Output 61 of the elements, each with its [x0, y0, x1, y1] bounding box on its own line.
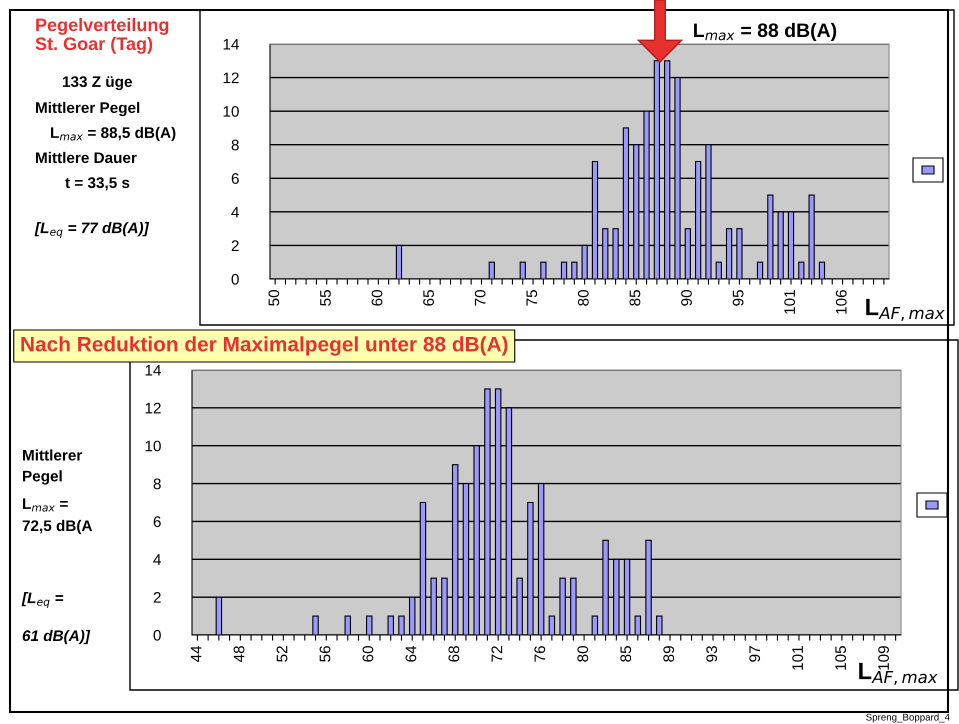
- x-tick-label: 48: [234, 646, 244, 662]
- x-tick-label: 75: [526, 290, 538, 306]
- x-tick-label: 50: [268, 290, 280, 306]
- text: L$_{max}$ =: [23, 498, 68, 512]
- y-tick-label: 0: [154, 630, 161, 641]
- y-tick-label: 6: [232, 173, 239, 184]
- text: 72,5 dB(A: [22, 520, 92, 534]
- x-tick-label: 90: [681, 290, 692, 306]
- x-tick-label: 64: [406, 646, 416, 662]
- x-tick-label: 95: [732, 290, 744, 306]
- x-tick-label: 44: [190, 646, 202, 662]
- x-tick-label: 85: [630, 290, 640, 306]
- x-tick-label: 85: [620, 646, 632, 662]
- y-tick-label: 14: [224, 39, 239, 50]
- x-tick-label: 93: [706, 646, 718, 662]
- x-tick-label: 55: [320, 290, 331, 306]
- text: t = 33,5 s: [65, 177, 130, 190]
- text: 133 Z üge: [62, 76, 132, 90]
- x-tick-label: 65: [423, 290, 434, 306]
- text: Spreng_Boppard_4: [866, 713, 950, 723]
- text: L$_{max}$ = 88 dB(A): [694, 22, 836, 41]
- y-tick-label: 10: [224, 106, 239, 117]
- y-tick-label: 12: [146, 402, 161, 414]
- text: Mittlere Dauer: [36, 152, 137, 164]
- y-tick-label: 10: [146, 440, 161, 452]
- y-tick-label: 8: [154, 478, 161, 490]
- text: [L$_{eq}$ =: [22, 592, 64, 608]
- y-tick-label: 14: [146, 365, 161, 376]
- chart-title: Nach Reduktion der Maximalpegel unter 88 dB(A): [21, 336, 508, 356]
- y-tick-label: 0: [232, 274, 239, 285]
- x-tick-label: 97: [749, 646, 760, 662]
- y-tick-label: 2: [154, 592, 161, 603]
- x-axis-title: L$_{AF,max}$: [866, 298, 945, 321]
- y-tick-label: 4: [231, 206, 239, 218]
- y-tick-label: 6: [154, 516, 161, 528]
- x-tick-label: 76: [534, 646, 546, 662]
- y-tick-label: 12: [224, 72, 239, 84]
- text: [L$_{eq}$ = 77 dB(A)]: [34, 222, 150, 238]
- x-tick-label: 101: [792, 646, 804, 670]
- text: 61 dB(A)]: [22, 630, 90, 644]
- text: Mittlerer Pegel: [36, 102, 140, 116]
- x-tick-label: 52: [276, 646, 288, 662]
- y-tick-label: 8: [232, 140, 239, 150]
- text: Pegelverteilung St. Goar (Tag): [36, 18, 168, 54]
- x-tick-label: 101: [784, 290, 796, 314]
- x-tick-label: 56: [320, 646, 330, 662]
- x-tick-label: 80: [578, 290, 589, 306]
- x-tick-label: 80: [577, 646, 588, 662]
- x-tick-label: 106: [836, 290, 847, 314]
- x-tick-label: 72: [491, 646, 502, 662]
- x-tick-label: 109: [878, 646, 889, 670]
- x-tick-label: 70: [474, 290, 486, 306]
- x-tick-label: 89: [663, 646, 674, 662]
- text: Mittlerer Pegel: [23, 449, 82, 485]
- text: L$_{max}$ = 88,5 dB(A): [51, 126, 176, 142]
- x-tick-label: 60: [372, 290, 382, 306]
- y-tick-label: 2: [232, 240, 239, 251]
- y-tick-label: 4: [153, 554, 161, 565]
- x-tick-label: 105: [835, 646, 846, 670]
- x-tick-label: 60: [362, 646, 374, 662]
- x-tick-label: 68: [448, 646, 460, 662]
